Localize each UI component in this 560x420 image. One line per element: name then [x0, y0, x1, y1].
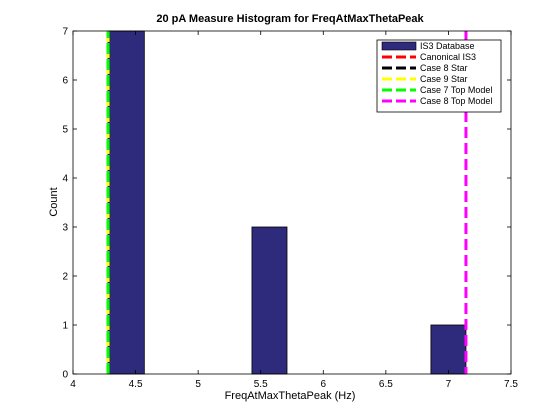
x-tick-label: 5.5 [254, 379, 268, 390]
x-tick-label: 6.5 [379, 379, 393, 390]
y-tick-label: 4 [62, 174, 68, 185]
y-tick-label: 7 [62, 27, 68, 38]
y-tick-label: 0 [62, 370, 68, 381]
legend-label: Canonical IS3 [420, 52, 476, 62]
x-tick-label: 7 [446, 379, 452, 390]
y-tick-label: 5 [62, 125, 68, 136]
histogram-bar [430, 324, 467, 375]
x-axis-title: FreqAtMaxThetaPeak (Hz) [225, 390, 356, 402]
y-tick-label: 3 [62, 223, 68, 234]
y-tick-label: 6 [62, 76, 68, 87]
legend-label: Case 8 Star [420, 63, 468, 73]
x-tick-label: 5 [195, 379, 201, 390]
x-tick-label: 4 [70, 379, 76, 390]
legend-label: IS3 Database [420, 41, 475, 51]
histogram-bar [251, 226, 288, 375]
chart-title: 20 pA Measure Histogram for FreqAtMaxThe… [156, 13, 424, 25]
legend-label: Case 8 Top Model [420, 96, 492, 106]
x-tick-label: 6 [321, 379, 327, 390]
legend-label: Case 9 Star [420, 74, 468, 84]
legend-swatch [381, 41, 417, 51]
x-tick-label: 7.5 [504, 379, 518, 390]
y-tick-label: 2 [62, 272, 68, 283]
histogram-bar [107, 30, 145, 375]
axes-box [72, 30, 512, 375]
x-tick-label: 4.5 [129, 379, 143, 390]
y-axis-title: Count [48, 187, 60, 216]
legend-label: Case 7 Top Model [420, 85, 492, 95]
y-tick-label: 1 [62, 321, 68, 332]
